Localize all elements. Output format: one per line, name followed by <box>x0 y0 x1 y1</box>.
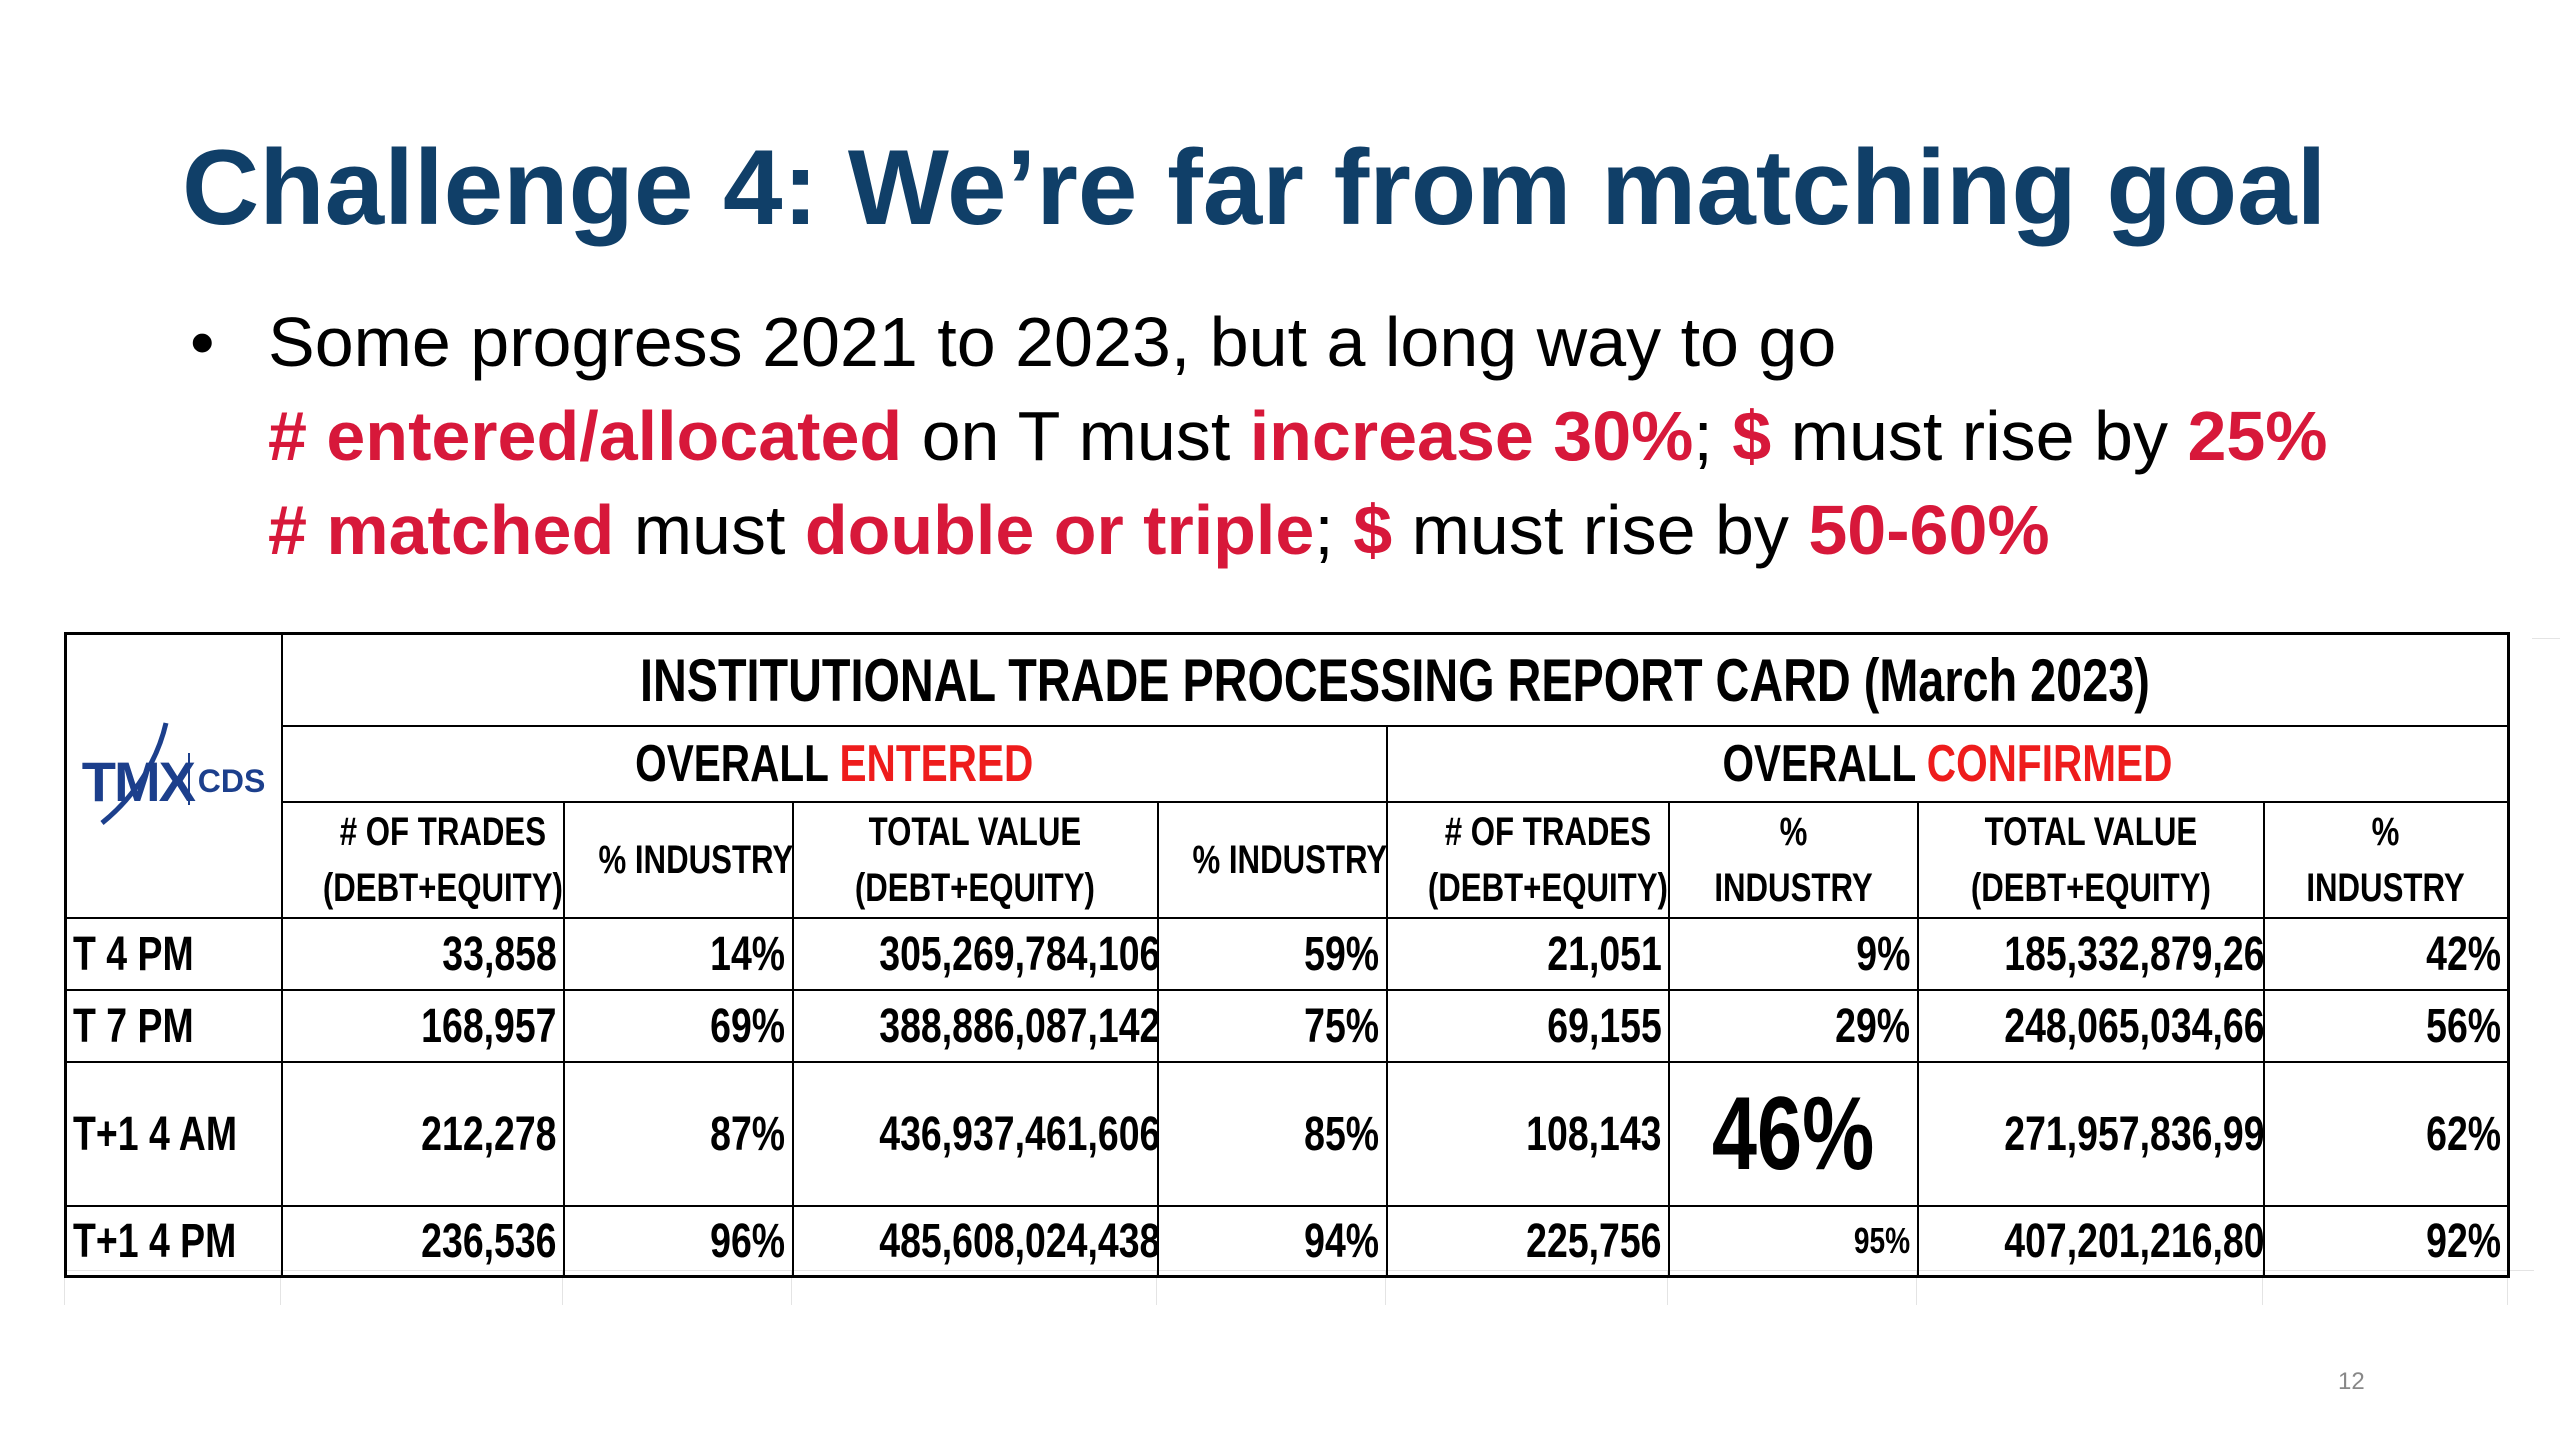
column-header: TOTAL VALUE (DEBT+EQUITY) <box>1916 801 2265 919</box>
table-cell: 56% <box>2262 989 2510 1063</box>
bullet-line-2: # entered/allocated on T must increase 3… <box>190 389 2530 483</box>
highlight-text: increase 30% <box>1249 397 1694 475</box>
row-label: T 4 PM <box>64 917 283 991</box>
table-cell: 9% <box>1667 917 1919 991</box>
table-cell: 92% <box>2262 1205 2510 1278</box>
highlight-text: 50-60% <box>1808 491 2050 569</box>
bullet-list: • Some progress 2021 to 2023, but a long… <box>190 295 2530 577</box>
table-cell: 485,608,024,438 <box>791 1205 1159 1278</box>
table-cell: 248,065,034,666 <box>1916 989 2265 1063</box>
plain-text: must rise by <box>1771 397 2188 475</box>
table-cell: 33,858 <box>280 917 565 991</box>
table-cell: 436,937,461,606 <box>791 1061 1159 1207</box>
table-cell: 42% <box>2262 917 2510 991</box>
page-number: 12 <box>2338 1368 2365 1395</box>
table-cell: 185,332,879,269 <box>1916 917 2265 991</box>
emphasized-cell: 46% <box>1667 1061 1919 1207</box>
group-header-confirmed: OVERALL CONFIRMED <box>1385 725 2510 803</box>
table-cell: 69,155 <box>1385 989 1670 1063</box>
table-cell: 225,756 <box>1385 1205 1670 1278</box>
table-header-row: # OF TRADES (DEBT+EQUITY) % INDUSTRY TOTA… <box>66 801 2510 919</box>
table-row: T+1 4 AM 212,278 87% 436,937,461,606 85%… <box>64 1061 2510 1207</box>
column-header: % INDUSTRY <box>2262 801 2510 919</box>
table-title: INSTITUTIONAL TRADE PROCESSING REPORT CA… <box>280 632 2510 727</box>
logo-tmx-text: TMX <box>81 749 196 813</box>
plain-text: must rise by <box>1392 491 1809 569</box>
tmx-cds-logo: TMX CDS <box>64 632 283 919</box>
table-cell: 212,278 <box>280 1061 565 1207</box>
column-header: # OF TRADES (DEBT+EQUITY) <box>1385 801 1670 919</box>
table-cell: 59% <box>1156 917 1388 991</box>
table-cell: 87% <box>562 1061 794 1207</box>
column-header: % INDUSTRY <box>562 801 794 919</box>
table-cell: 29% <box>1667 989 1919 1063</box>
table-cell: 407,201,216,800 <box>1916 1205 2265 1278</box>
table-cell: 75% <box>1156 989 1388 1063</box>
highlight-text: # entered/allocated <box>268 397 903 475</box>
column-header: % INDUSTRY <box>1156 801 1388 919</box>
highlight-text: 25% <box>2187 397 2328 475</box>
table-cell: 108,143 <box>1385 1061 1670 1207</box>
spreadsheet-gridline <box>2532 638 2560 639</box>
table-cell: 95% <box>1667 1205 1919 1278</box>
bullet-line-3: # matched must double or triple; $ must … <box>190 483 2530 577</box>
row-label: T 7 PM <box>64 989 283 1063</box>
row-label: T+1 4 PM <box>64 1205 283 1278</box>
bullet-text: Some progress 2021 to 2023, but a long w… <box>268 303 1837 381</box>
table-cell: 69% <box>562 989 794 1063</box>
plain-text: must <box>614 491 805 569</box>
plain-text: ; <box>1693 397 1733 475</box>
plain-text: on T must <box>902 397 1250 475</box>
row-label: T+1 4 AM <box>64 1061 283 1207</box>
table-row: T+1 4 PM 236,536 96% 485,608,024,438 94%… <box>64 1205 2510 1278</box>
logo-swoosh-icon <box>100 721 169 825</box>
table-cell: 168,957 <box>280 989 565 1063</box>
bullet-line-1: • Some progress 2021 to 2023, but a long… <box>190 295 2530 389</box>
table-cell: 271,957,836,990 <box>1916 1061 2265 1207</box>
logo-divider <box>187 752 190 805</box>
highlight-text: # matched <box>268 491 615 569</box>
table-row: T 4 PM 33,858 14% 305,269,784,106 59% 21… <box>64 917 2510 991</box>
table-cell: 62% <box>2262 1061 2510 1207</box>
table-cell: 94% <box>1156 1205 1388 1278</box>
group-header-entered: OVERALL ENTERED <box>280 725 1388 803</box>
plain-text: ; <box>1314 491 1354 569</box>
highlight-text: double or triple <box>804 491 1315 569</box>
table-cell: 96% <box>562 1205 794 1278</box>
table-group-row: OVERALL ENTERED OVERALL CONFIRMED <box>66 725 2510 803</box>
table-cell: 14% <box>562 917 794 991</box>
slide-title: Challenge 4: We’re far from matching goa… <box>182 127 2327 247</box>
column-header: % INDUSTRY <box>1667 801 1919 919</box>
table-cell: 388,886,087,142 <box>791 989 1159 1063</box>
table-cell: 85% <box>1156 1061 1388 1207</box>
bullet-marker: • <box>190 303 215 381</box>
table-title-row: TMX CDS INSTITUTIONAL TRADE PROCESSING R… <box>64 632 2510 919</box>
table-cell: 305,269,784,106 <box>791 917 1159 991</box>
highlight-text: $ <box>1353 491 1393 569</box>
report-card-table: TMX CDS INSTITUTIONAL TRADE PROCESSING R… <box>64 632 2511 1278</box>
column-header: TOTAL VALUE (DEBT+EQUITY) <box>791 801 1159 919</box>
table-cell: 21,051 <box>1385 917 1670 991</box>
logo-cds-text: CDS <box>197 762 266 799</box>
column-header: # OF TRADES (DEBT+EQUITY) <box>280 801 565 919</box>
table-cell: 236,536 <box>280 1205 565 1278</box>
table-row: T 7 PM 168,957 69% 388,886,087,142 75% 6… <box>64 989 2510 1063</box>
highlight-text: $ <box>1732 397 1772 475</box>
